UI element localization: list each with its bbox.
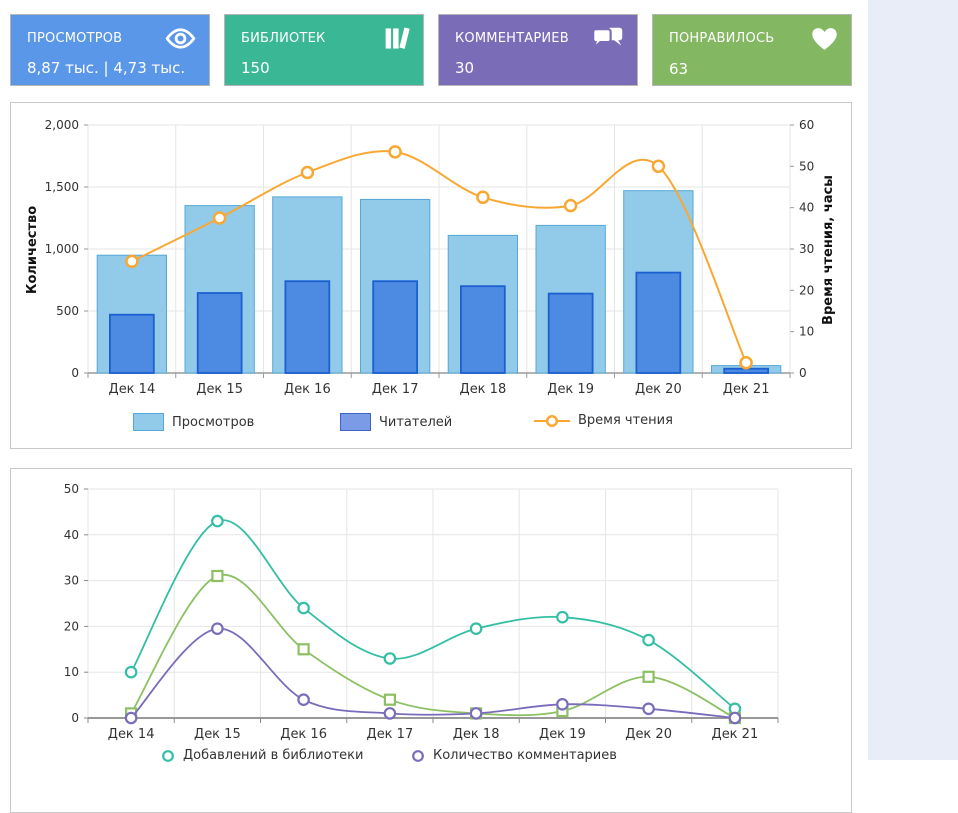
- heart-icon: [810, 26, 839, 52]
- y-axis-label-left: Количество: [25, 205, 40, 295]
- legend-swatch-comments-count: [412, 749, 424, 762]
- svg-text:Дек 18: Дек 18: [460, 382, 507, 397]
- views-readers-combo-chart: 0 500 1,000 1,500 2,000 0 10 20 30 40 50 60 Дек 14 Де…: [45, 118, 815, 397]
- svg-text:1,000: 1,000: [45, 242, 79, 256]
- svg-text:50: 50: [799, 159, 814, 173]
- stat-card-value: 8,87 тыс. | 4,73 тыс.: [27, 59, 186, 77]
- stat-card-likes: ПОНРАВИЛОСЬ 63: [652, 14, 852, 86]
- legend-label-comments-count: Количество комментариев: [433, 748, 617, 763]
- svg-text:0: 0: [71, 366, 79, 380]
- svg-text:40: 40: [64, 528, 79, 542]
- svg-text:Дек 19: Дек 19: [547, 382, 594, 397]
- stat-card-label: КОММЕНТАРИЕВ: [455, 31, 569, 46]
- svg-text:Дек 17: Дек 17: [367, 727, 414, 742]
- svg-text:500: 500: [56, 304, 79, 318]
- svg-text:20: 20: [64, 619, 79, 633]
- svg-text:0: 0: [71, 711, 79, 725]
- svg-text:Дек 17: Дек 17: [372, 382, 419, 397]
- svg-text:Дек 16: Дек 16: [280, 727, 327, 742]
- stat-card-value: 63: [669, 60, 689, 78]
- books-icon: [383, 26, 411, 51]
- legend-item-views[interactable]: Просмотров: [133, 413, 254, 431]
- stat-card-value: 30: [455, 59, 475, 77]
- svg-text:Дек 20: Дек 20: [635, 382, 682, 397]
- eye-icon: [164, 26, 197, 51]
- legend-item-library-adds[interactable]: Добавлений в библиотеки: [161, 748, 363, 763]
- svg-text:10: 10: [799, 325, 814, 339]
- stat-card-value: 150: [241, 59, 270, 77]
- y-axis-label-right: Время чтения, часы: [821, 175, 836, 325]
- svg-text:20: 20: [799, 283, 814, 297]
- stat-card-label: БИБЛИОТЕК: [241, 31, 326, 46]
- legend-swatch-views: [133, 413, 164, 431]
- library-comments-line-chart: 0 10 20 30 40 50 Дек 14 Дек 15 Дек 16 Дек 17 Дек 1…: [64, 482, 779, 742]
- svg-text:Дек 15: Дек 15: [194, 727, 241, 742]
- svg-text:0: 0: [799, 366, 807, 380]
- views-readers-chart-panel: 0 500 1,000 1,500 2,000 0 10 20 30 40 50 60 Дек 14 Де…: [10, 102, 852, 449]
- legend-label-reading-time: Время чтения: [578, 413, 673, 428]
- svg-text:30: 30: [799, 242, 814, 256]
- chart2-legend: Добавлений в библиотеки Количество комме…: [11, 748, 851, 768]
- legend-item-comments-count[interactable]: Количество комментариев: [411, 748, 617, 763]
- svg-text:Дек 19: Дек 19: [539, 727, 586, 742]
- svg-text:10: 10: [64, 665, 79, 679]
- library-comments-chart-panel: 0 10 20 30 40 50 Дек 14 Дек 15 Дек 16 Дек 17 Дек 1…: [10, 468, 852, 813]
- svg-text:Дек 21: Дек 21: [723, 382, 770, 397]
- legend-swatch-library-adds: [162, 749, 174, 762]
- svg-text:2,000: 2,000: [45, 118, 79, 132]
- svg-text:Дек 14: Дек 14: [108, 727, 155, 742]
- stat-card-comments: КОММЕНТАРИЕВ 30: [438, 14, 638, 86]
- svg-text:Дек 14: Дек 14: [109, 382, 156, 397]
- stat-card-header: ПРОСМОТРОВ: [27, 26, 197, 51]
- stat-card-label: ПОНРАВИЛОСЬ: [669, 31, 775, 46]
- svg-text:Дек 20: Дек 20: [625, 727, 672, 742]
- legend-swatch-readers: [340, 413, 371, 431]
- stat-cards-row: ПРОСМОТРОВ 8,87 тыс. | 4,73 тыс. БИБЛИОТ…: [10, 14, 852, 86]
- main-content: ПРОСМОТРОВ 8,87 тыс. | 4,73 тыс. БИБЛИОТ…: [10, 14, 852, 813]
- svg-text:50: 50: [64, 482, 79, 496]
- legend-item-reading-time[interactable]: Время чтения: [534, 413, 673, 428]
- svg-text:30: 30: [64, 574, 79, 588]
- stat-card-views: ПРОСМОТРОВ 8,87 тыс. | 4,73 тыс.: [10, 14, 210, 86]
- stat-card-label: ПРОСМОТРОВ: [27, 31, 123, 46]
- stat-card-header: ПОНРАВИЛОСЬ: [669, 26, 839, 52]
- svg-text:60: 60: [799, 118, 814, 132]
- legend-label-readers: Читателей: [379, 414, 453, 430]
- svg-text:Дек 15: Дек 15: [196, 382, 243, 397]
- svg-text:Дек 21: Дек 21: [712, 727, 759, 742]
- comments-icon: [590, 26, 625, 51]
- svg-text:40: 40: [799, 201, 814, 215]
- svg-text:1,500: 1,500: [45, 180, 79, 194]
- chart1-legend: Просмотров Читателей Время чтения: [11, 413, 851, 433]
- legend-label-views: Просмотров: [172, 414, 255, 430]
- legend-swatch-reading-time: [534, 414, 570, 427]
- legend-label-library-adds: Добавлений в библиотеки: [183, 748, 364, 763]
- legend-item-readers[interactable]: Читателей: [340, 413, 452, 431]
- stat-card-header: БИБЛИОТЕК: [241, 26, 411, 51]
- stat-card-libraries: БИБЛИОТЕК 150: [224, 14, 424, 86]
- svg-text:Дек 18: Дек 18: [453, 727, 500, 742]
- svg-text:Дек 16: Дек 16: [284, 382, 331, 397]
- stat-card-header: КОММЕНТАРИЕВ: [455, 26, 625, 51]
- page-background-strip: [868, 0, 958, 760]
